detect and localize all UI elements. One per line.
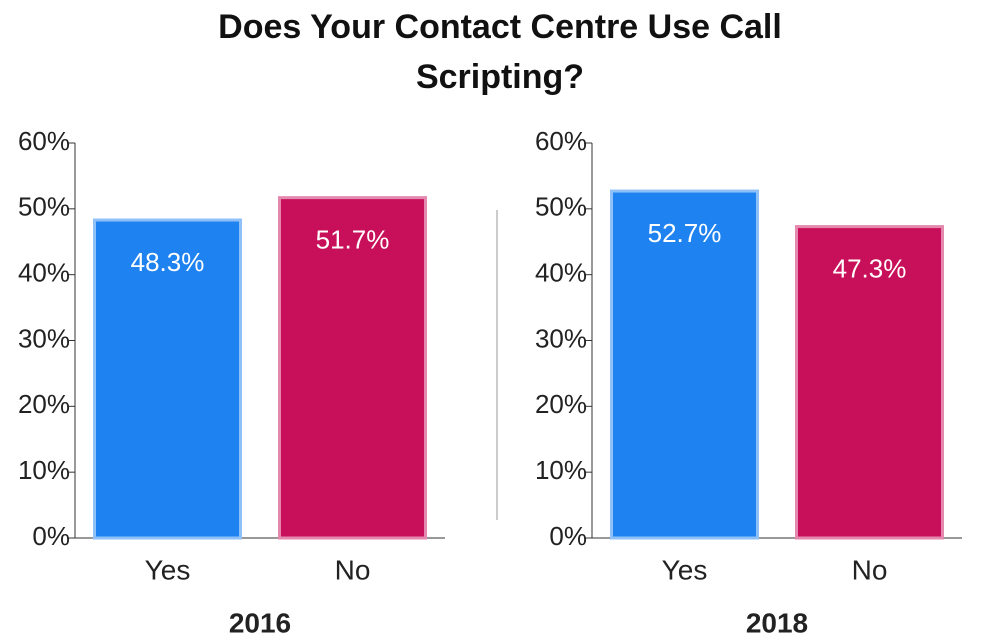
x-tick-label: Yes xyxy=(145,554,191,585)
y-tick-label: 50% xyxy=(535,192,587,222)
y-tick-label: 50% xyxy=(18,192,70,222)
x-tick-label: No xyxy=(852,554,888,585)
value-label: 51.7% xyxy=(316,225,390,255)
bar xyxy=(795,225,944,540)
y-tick-label: 0% xyxy=(32,521,70,551)
bar xyxy=(610,189,759,540)
x-tick-label: No xyxy=(335,554,371,585)
value-label: 48.3% xyxy=(131,247,205,277)
value-label: 47.3% xyxy=(833,253,907,283)
y-tick-label: 60% xyxy=(18,126,70,156)
y-tick-label: 10% xyxy=(535,455,587,485)
chart-title: Does Your Contact Centre Use Call Script… xyxy=(218,8,782,96)
y-tick-label: 30% xyxy=(18,323,70,353)
y-tick-label: 20% xyxy=(18,389,70,419)
x-axis-label: 2018 xyxy=(746,607,808,638)
bar xyxy=(278,196,427,540)
x-axis-label: 2016 xyxy=(229,607,291,638)
x-tick-label: Yes xyxy=(662,554,708,585)
value-label: 52.7% xyxy=(648,218,722,248)
y-tick-label: 60% xyxy=(535,126,587,156)
y-tick-label: 0% xyxy=(549,521,587,551)
y-tick-label: 20% xyxy=(535,389,587,419)
y-tick-label: 30% xyxy=(535,323,587,353)
y-tick-label: 40% xyxy=(535,258,587,288)
bar xyxy=(93,218,242,540)
y-tick-label: 40% xyxy=(18,258,70,288)
y-tick-label: 10% xyxy=(18,455,70,485)
